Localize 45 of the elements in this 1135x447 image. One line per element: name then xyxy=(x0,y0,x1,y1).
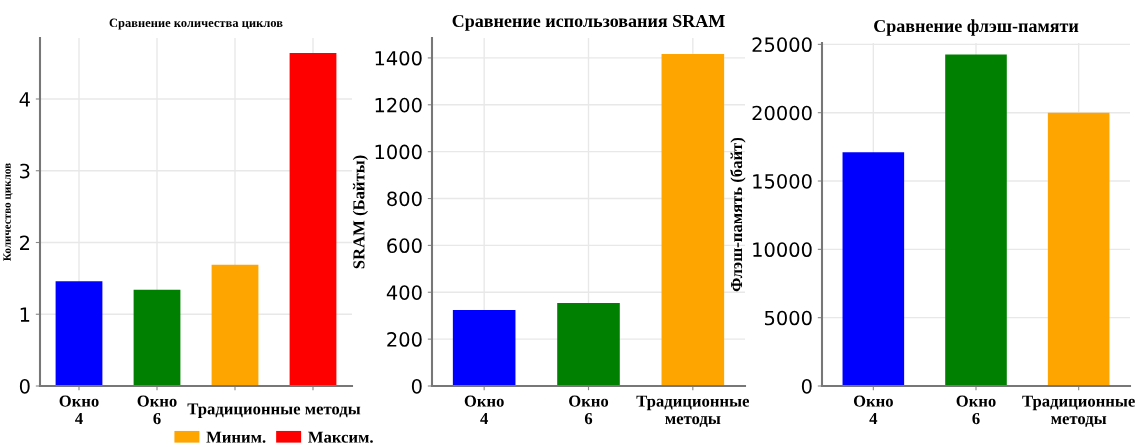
bar xyxy=(945,54,1007,386)
legend-label: Миним. xyxy=(206,431,266,443)
y-tick-label: 25000 xyxy=(752,37,812,53)
y-axis-title: Количество циклов xyxy=(3,163,13,261)
y-tick-label: 400 xyxy=(386,285,422,300)
chart-title: Сравнение использования SRAM xyxy=(452,14,725,31)
y-tick-label: 20000 xyxy=(752,105,812,121)
x-tick-label: Окно 4 xyxy=(464,395,504,425)
bar xyxy=(452,310,516,386)
x-tick-label: Традиционные методы xyxy=(1022,395,1135,427)
y-tick-label: 4 xyxy=(19,92,30,107)
legend-label: Максим. xyxy=(308,431,373,443)
y-axis-title: Флэш-память (байт) xyxy=(730,137,746,292)
chart-title: Сравнение количества циклов xyxy=(109,18,283,30)
bar xyxy=(211,264,259,386)
y-tick-label: 1 xyxy=(20,307,30,322)
bar xyxy=(1047,112,1110,386)
y-tick-label: 3 xyxy=(20,163,30,179)
chart-title: Сравнение флэш-памяти xyxy=(874,19,1079,36)
bar xyxy=(133,289,181,386)
y-tick-label: 0 xyxy=(411,378,422,394)
bar xyxy=(661,53,725,386)
y-tick-label: 1200 xyxy=(375,97,422,113)
x-tick-label: Окно 6 xyxy=(956,395,996,425)
y-tick-label: 800 xyxy=(387,191,422,207)
y-axis-title: SRAM (Байты) xyxy=(352,155,368,269)
bar xyxy=(289,53,337,386)
y-tick-label: 1000 xyxy=(375,144,422,160)
y-tick-label: 1400 xyxy=(375,50,422,66)
y-tick-label: 2 xyxy=(20,235,30,250)
y-tick-label: 200 xyxy=(387,332,422,347)
x-tick-label: Окно 6 xyxy=(569,395,609,425)
y-tick-label: 0 xyxy=(801,378,812,394)
x-tick-label: Окно 6 xyxy=(137,395,177,425)
bar xyxy=(557,303,620,386)
x-tick-label: Традиционные методы xyxy=(636,395,750,427)
y-tick-label: 15000 xyxy=(753,173,812,189)
y-tick-label: 0 xyxy=(19,378,30,394)
y-tick-label: 600 xyxy=(387,238,422,254)
bar xyxy=(55,281,103,386)
x-tick-label: Окно 4 xyxy=(853,395,893,425)
y-tick-label: 5000 xyxy=(764,310,812,326)
y-tick-label: 10000 xyxy=(753,242,812,258)
x-tick-label: Окно 4 xyxy=(59,395,99,425)
bar xyxy=(842,152,905,386)
